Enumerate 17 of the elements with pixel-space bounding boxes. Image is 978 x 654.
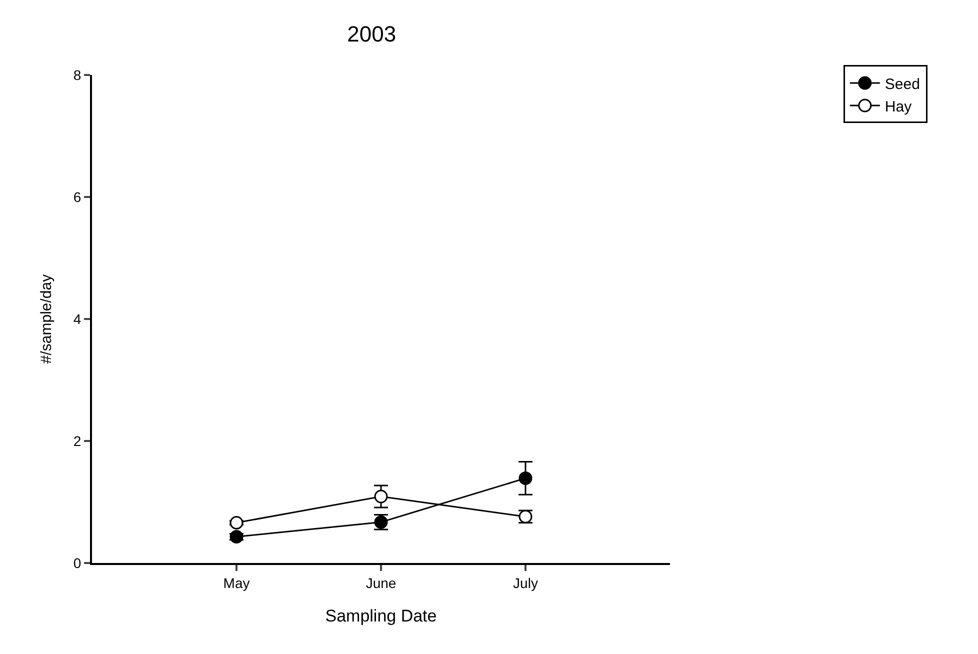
x-tick-label: June	[366, 574, 396, 591]
y-tick-label: 4	[73, 310, 82, 327]
legend-label: Hay	[884, 98, 912, 116]
point	[230, 516, 244, 530]
chart-title: 2003	[347, 22, 396, 47]
y-tick-label: 2	[73, 432, 82, 449]
point	[230, 530, 244, 544]
point	[518, 471, 532, 485]
x-tick-label: May	[223, 574, 250, 591]
y-tick-label: 6	[73, 188, 82, 205]
x-tick-label: July	[513, 574, 538, 591]
point	[374, 490, 388, 504]
y-axis-title: #/sample/day	[38, 274, 56, 364]
legend-label: Seed	[884, 76, 920, 93]
y-tick-label: 8	[73, 66, 82, 83]
x-axis-title: Sampling Date	[325, 606, 437, 626]
y-tick-label: 0	[73, 554, 82, 571]
